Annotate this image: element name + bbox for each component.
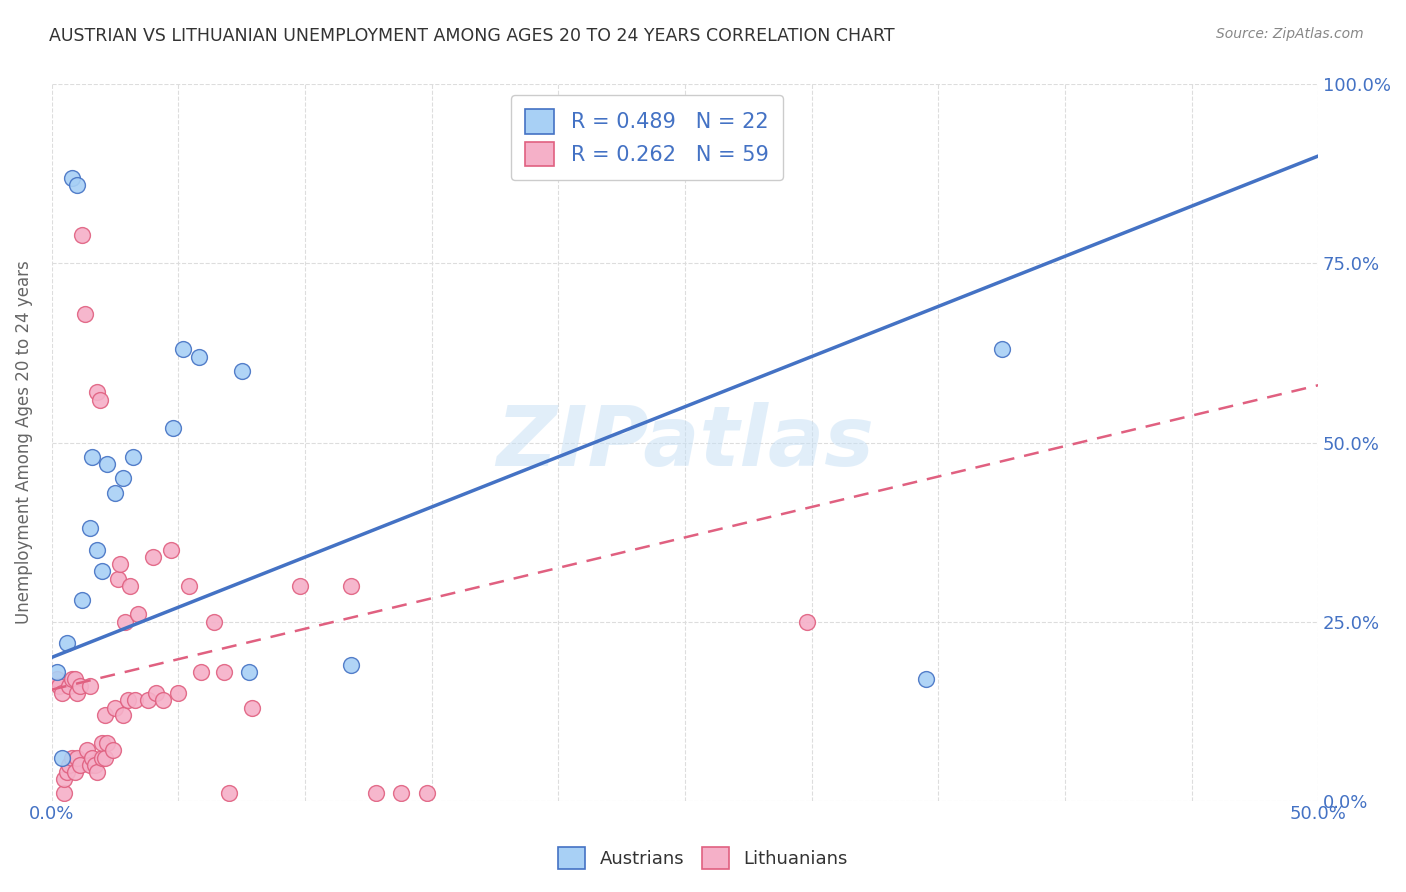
Point (231, 364, 253, 378)
Point (51, 750, 73, 764)
Point (58, 679, 80, 693)
Point (51, 686, 73, 700)
Point (53, 787, 76, 801)
Point (339, 579, 361, 593)
Point (86, 764, 108, 779)
Point (152, 693, 174, 707)
Point (167, 686, 190, 700)
Point (218, 787, 240, 801)
Point (117, 693, 139, 707)
Point (76, 743, 98, 757)
Point (914, 672, 936, 686)
Point (60, 672, 83, 686)
Point (101, 743, 124, 757)
Point (86, 543, 108, 558)
Point (111, 707, 134, 722)
Point (70, 227, 93, 242)
Point (60, 750, 83, 764)
Text: AUSTRIAN VS LITHUANIAN UNEMPLOYMENT AMONG AGES 20 TO 24 YEARS CORRELATION CHART: AUSTRIAN VS LITHUANIAN UNEMPLOYMENT AMON… (49, 27, 894, 45)
Point (63, 672, 86, 686)
Point (73, 307, 96, 321)
Point (127, 607, 149, 622)
Point (339, 657, 361, 672)
Legend: R = 0.489   N = 22, R = 0.262   N = 59: R = 0.489 N = 22, R = 0.262 N = 59 (510, 95, 783, 180)
Point (91, 565, 114, 579)
Point (79, 679, 101, 693)
Point (66, 178, 89, 192)
Point (69, 757, 91, 772)
Point (142, 550, 165, 565)
Point (159, 543, 181, 558)
Point (56, 764, 79, 779)
Point (415, 787, 437, 801)
Point (45, 672, 67, 686)
Point (91, 750, 114, 764)
Legend: Austrians, Lithuanians: Austrians, Lithuanians (548, 838, 858, 879)
Point (89, 392, 111, 407)
Point (79, 757, 101, 772)
Point (96, 457, 118, 471)
Point (124, 693, 146, 707)
Point (60, 170, 83, 185)
Point (990, 343, 1012, 357)
Point (83, 757, 105, 772)
Point (114, 615, 136, 629)
Point (104, 485, 127, 500)
Point (172, 343, 194, 357)
Point (96, 736, 118, 750)
Point (94, 707, 117, 722)
Point (145, 686, 167, 700)
Point (190, 665, 212, 679)
Point (120, 579, 142, 593)
Point (111, 471, 134, 485)
Point (48, 679, 70, 693)
Point (136, 693, 159, 707)
Point (82, 750, 104, 764)
Point (202, 615, 225, 629)
Point (104, 700, 127, 714)
Point (66, 750, 89, 764)
Point (69, 679, 91, 693)
Point (796, 615, 818, 629)
Point (187, 350, 209, 364)
Point (240, 700, 263, 714)
Point (63, 764, 86, 779)
Point (212, 665, 235, 679)
Point (288, 579, 311, 593)
Point (108, 558, 131, 572)
Point (177, 579, 200, 593)
Point (94, 750, 117, 764)
Point (389, 787, 412, 801)
Point (107, 572, 129, 586)
Point (66, 686, 89, 700)
Point (86, 385, 108, 400)
Point (45, 665, 67, 679)
Point (364, 787, 387, 801)
Point (70, 593, 93, 607)
Point (53, 772, 76, 786)
Point (56, 636, 79, 650)
Point (91, 736, 114, 750)
Point (238, 665, 260, 679)
Point (82, 450, 104, 464)
Point (58, 757, 80, 772)
Y-axis label: Unemployment Among Ages 20 to 24 years: Unemployment Among Ages 20 to 24 years (15, 260, 32, 624)
Point (162, 421, 184, 435)
Text: ZIPatlas: ZIPatlas (496, 402, 875, 483)
Point (79, 521, 101, 535)
Text: Source: ZipAtlas.com: Source: ZipAtlas.com (1216, 27, 1364, 41)
Point (121, 450, 143, 464)
